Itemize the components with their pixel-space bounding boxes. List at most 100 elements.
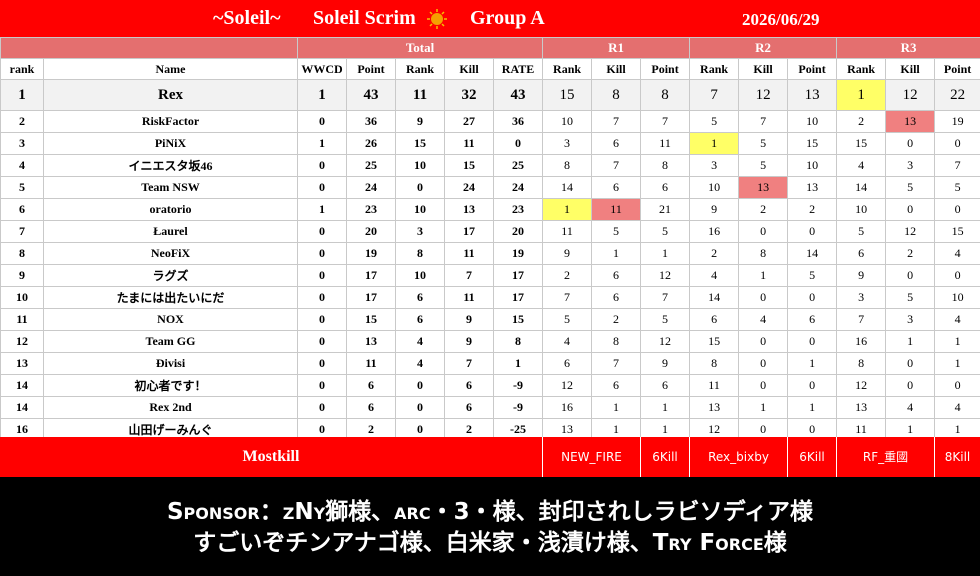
stat-cell: 6 xyxy=(346,396,396,419)
stat-cell: 7 xyxy=(640,110,691,133)
team-name: Team GG xyxy=(43,330,298,353)
stat-cell: 2 xyxy=(542,264,593,287)
stat-cell: 8 xyxy=(640,154,691,177)
stat-cell: 6 xyxy=(787,308,838,331)
stat-cell: 22 xyxy=(934,79,980,111)
stat-cell: 15 xyxy=(689,330,740,353)
stat-cell: 0 xyxy=(395,176,445,199)
stat-cell: 6 xyxy=(591,286,642,309)
stat-cell: 5 xyxy=(787,264,838,287)
stat-cell: 6 xyxy=(444,374,494,397)
stat-cell: 9 xyxy=(689,198,740,221)
team-name: NeoFiX xyxy=(43,242,298,265)
stat-cell: 10 xyxy=(787,110,838,133)
stat-cell: 11 xyxy=(542,220,593,243)
stat-cell: 3 xyxy=(542,132,593,155)
column-header: Kill xyxy=(444,58,494,80)
stat-cell: 0 xyxy=(934,132,980,155)
stat-cell: 1 xyxy=(738,396,789,419)
column-header: RATE xyxy=(492,58,544,80)
stat-cell: 24 xyxy=(346,176,396,199)
stat-cell: 11 xyxy=(0,308,44,331)
stat-cell: 14 xyxy=(0,374,44,397)
team-row: 11 NOX 0 15 6 9 15 5 2 5 6 4 6 7 3 4 xyxy=(0,308,980,331)
group-header: R2 xyxy=(689,37,838,59)
stat-cell: 1 xyxy=(934,352,980,375)
title: Soleil Scrim xyxy=(313,7,416,29)
team-row: 9 ラグズ 0 17 10 7 17 2 6 12 4 1 5 9 0 0 xyxy=(0,264,980,287)
stat-cell: 10 xyxy=(836,198,887,221)
stat-cell: 7 xyxy=(591,154,642,177)
stat-cell: 0 xyxy=(934,264,980,287)
team-name: RiskFactor xyxy=(43,110,298,133)
stat-cell: 12 xyxy=(836,374,887,397)
stat-cell: 1 xyxy=(640,396,691,419)
brand: ~Soleil~ xyxy=(213,7,281,29)
stat-cell: 5 xyxy=(640,220,691,243)
team-name: PiNiX xyxy=(43,132,298,155)
stat-cell: 12 xyxy=(885,220,936,243)
stat-cell: 4 xyxy=(0,154,44,177)
stat-cell: 0 xyxy=(934,374,980,397)
stat-cell: 12 xyxy=(542,374,593,397)
stat-cell: 19 xyxy=(934,110,980,133)
stat-cell: 8 xyxy=(689,352,740,375)
stat-cell: 16 xyxy=(836,330,887,353)
stat-cell: 4 xyxy=(689,264,740,287)
stat-cell: 11 xyxy=(591,198,642,221)
stat-cell: 0 xyxy=(297,352,347,375)
stat-cell: 1 xyxy=(738,264,789,287)
stat-cell: 13 xyxy=(787,176,838,199)
stat-cell: 14 xyxy=(689,286,740,309)
mostkill-kills: 8Kill xyxy=(934,437,980,477)
stat-cell: 25 xyxy=(492,154,544,177)
team-name: ラグズ xyxy=(43,264,298,287)
stat-cell: 6 xyxy=(346,374,396,397)
stat-cell: 15 xyxy=(542,79,593,111)
stat-cell: 0 xyxy=(297,330,347,353)
team-row: 7 Łaurel 0 20 3 17 20 11 5 5 16 0 0 5 12 15 xyxy=(0,220,980,243)
stat-cell: 4 xyxy=(885,396,936,419)
stat-cell: 4 xyxy=(836,154,887,177)
stat-cell: 17 xyxy=(492,286,544,309)
stat-cell: 3 xyxy=(395,220,445,243)
stat-cell: 13 xyxy=(885,110,936,133)
stat-cell: 7 xyxy=(591,352,642,375)
team-name: Team NSW xyxy=(43,176,298,199)
stat-cell: 4 xyxy=(395,330,445,353)
stat-cell: 0 xyxy=(297,396,347,419)
stat-cell: 6 xyxy=(395,286,445,309)
stat-cell: 2 xyxy=(689,242,740,265)
stat-cell: 0 xyxy=(492,132,544,155)
stat-cell: 0 xyxy=(297,110,347,133)
column-header: Kill xyxy=(885,58,936,80)
stat-cell: 0 xyxy=(885,198,936,221)
stat-cell: 9 xyxy=(395,110,445,133)
stat-cell: 4 xyxy=(542,330,593,353)
stat-cell: 4 xyxy=(934,396,980,419)
stat-cell: 1 xyxy=(297,79,347,111)
stat-cell: 7 xyxy=(591,110,642,133)
stat-cell: 6 xyxy=(591,374,642,397)
stat-cell: 20 xyxy=(492,220,544,243)
stat-cell: 15 xyxy=(836,132,887,155)
team-row: 5 Team NSW 0 24 0 24 24 14 6 6 10 13 13 14 5 5 xyxy=(0,176,980,199)
stat-cell: 6 xyxy=(640,374,691,397)
stat-cell: 20 xyxy=(346,220,396,243)
stat-cell: 9 xyxy=(444,308,494,331)
column-header: Point xyxy=(934,58,980,80)
stat-cell: 12 xyxy=(0,330,44,353)
stat-cell: 12 xyxy=(640,264,691,287)
stat-cell: 15 xyxy=(346,308,396,331)
column-header: Rank xyxy=(542,58,593,80)
stat-cell: 12 xyxy=(885,79,936,111)
stat-cell: 5 xyxy=(885,176,936,199)
stat-cell: 16 xyxy=(542,396,593,419)
stat-cell: 0 xyxy=(787,286,838,309)
stat-cell: 24 xyxy=(444,176,494,199)
team-name: Rex 2nd xyxy=(43,396,298,419)
stat-cell: 17 xyxy=(492,264,544,287)
stat-cell: 7 xyxy=(444,264,494,287)
stat-cell: 10 xyxy=(0,286,44,309)
